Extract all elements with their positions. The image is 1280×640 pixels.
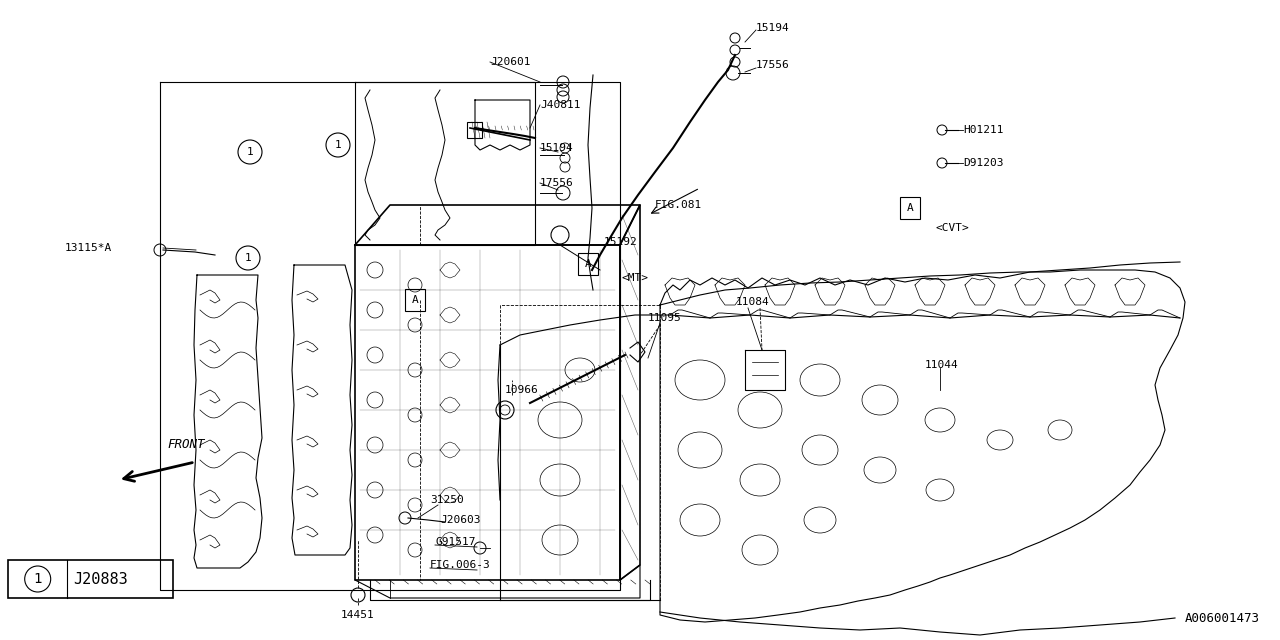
Bar	[404, 289, 425, 311]
Bar	[579, 253, 598, 275]
Text: A: A	[585, 259, 591, 269]
Text: A: A	[412, 295, 419, 305]
Text: 11084: 11084	[736, 297, 769, 307]
Text: 15194: 15194	[540, 143, 573, 153]
Text: 14451: 14451	[342, 610, 375, 620]
Text: <MT>: <MT>	[622, 273, 649, 283]
Text: 15194: 15194	[756, 23, 790, 33]
Text: 1: 1	[334, 140, 342, 150]
Text: A: A	[906, 203, 914, 213]
Text: FRONT: FRONT	[166, 438, 205, 451]
Bar	[8, 560, 173, 598]
Text: 11095: 11095	[648, 313, 682, 323]
Text: J40811: J40811	[540, 100, 581, 110]
Text: 15192: 15192	[604, 237, 637, 247]
Text: H01211: H01211	[963, 125, 1004, 135]
Text: J20883: J20883	[73, 572, 128, 586]
Text: 1: 1	[33, 572, 42, 586]
Bar	[467, 122, 483, 138]
Text: A006001473: A006001473	[1185, 611, 1260, 625]
Text: FIG.006-3: FIG.006-3	[430, 560, 490, 570]
Text: FIG.081: FIG.081	[655, 200, 703, 210]
Text: 13115*A: 13115*A	[65, 243, 113, 253]
Text: 1: 1	[244, 253, 251, 263]
Text: 1: 1	[247, 147, 253, 157]
Text: D91203: D91203	[963, 158, 1004, 168]
Bar	[900, 197, 920, 219]
Text: G91517: G91517	[435, 537, 475, 547]
Text: 17556: 17556	[756, 60, 790, 70]
Text: 10966: 10966	[506, 385, 539, 395]
Text: 17556: 17556	[540, 178, 573, 188]
Text: 31250: 31250	[430, 495, 463, 505]
Text: J20603: J20603	[440, 515, 480, 525]
Text: <CVT>: <CVT>	[934, 223, 969, 233]
Text: J20601: J20601	[490, 57, 530, 67]
Text: 11044: 11044	[925, 360, 959, 370]
